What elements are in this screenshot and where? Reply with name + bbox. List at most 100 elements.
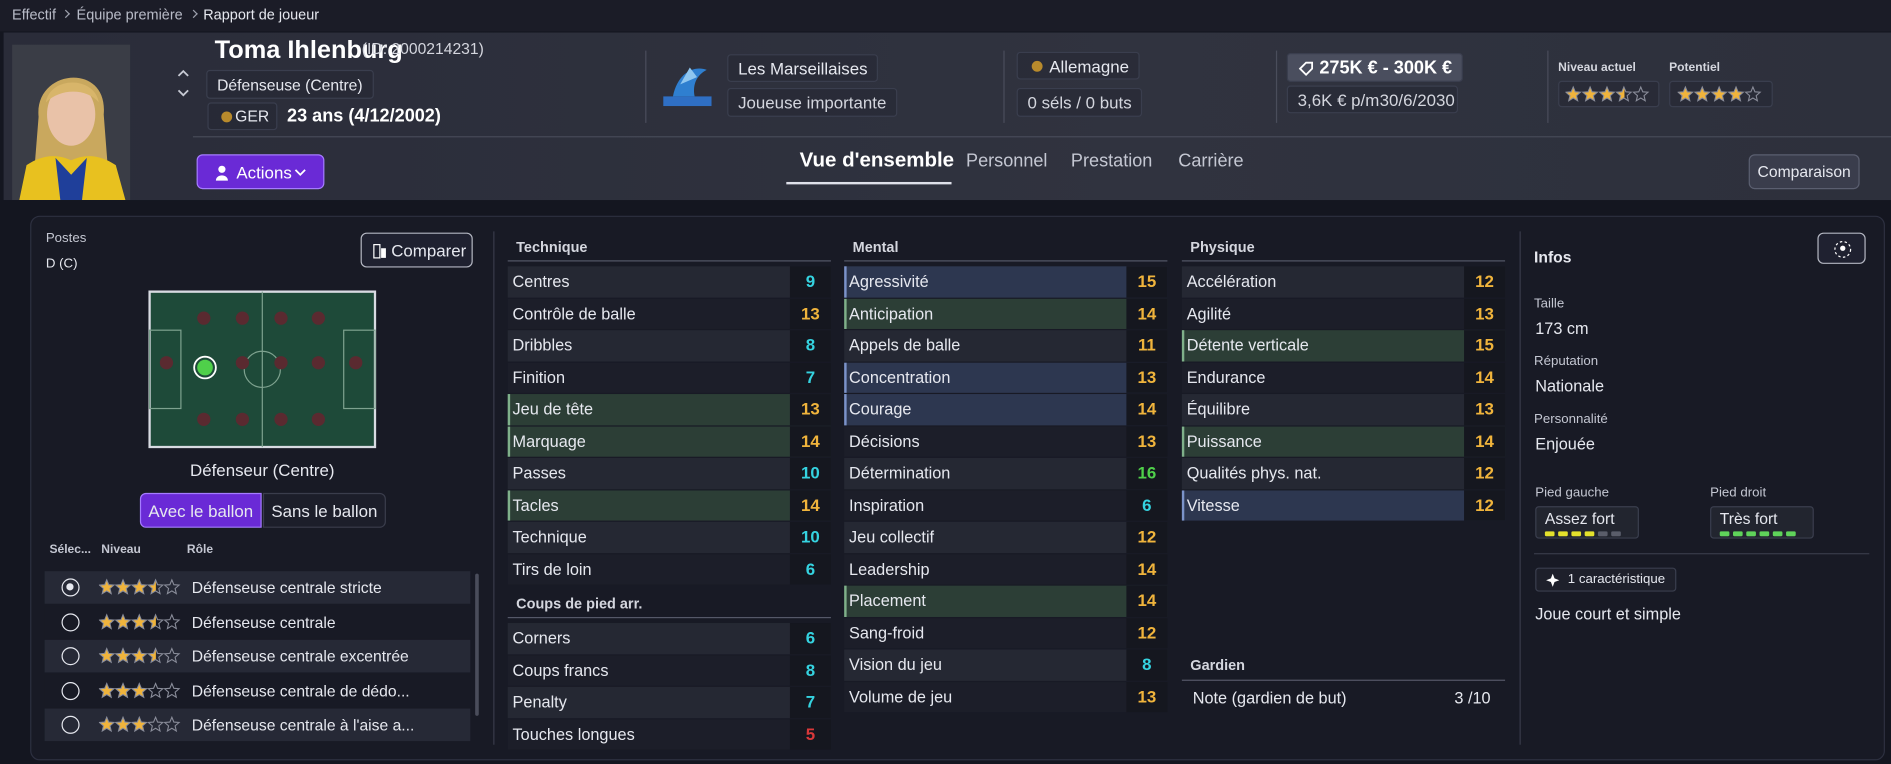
attribute-row: Vision du jeu 8: [844, 649, 1168, 681]
wage: 3,6K € p/m: [1297, 90, 1380, 110]
role-row[interactable]: Défenseuse centrale stricte: [44, 571, 471, 604]
attribute-name: Décisions: [849, 432, 920, 451]
ability-box: [1558, 80, 1660, 108]
star-rating: [98, 578, 181, 595]
divider: [645, 50, 647, 123]
attribute-name: Concentration: [849, 368, 951, 387]
attribute-name: Appels de balle: [849, 336, 961, 355]
player-name: Toma Ihlenburg: [214, 36, 403, 64]
tab[interactable]: Prestation: [1070, 150, 1153, 172]
tab[interactable]: Vue d'ensemble: [799, 148, 955, 172]
group-title: Mental: [852, 238, 899, 256]
attribute-name: Puissance: [1186, 432, 1262, 451]
breadcrumb-item[interactable]: Effectif: [12, 6, 57, 23]
foot-label: Pied gauche: [1535, 485, 1609, 501]
radio[interactable]: [61, 681, 80, 700]
divider: [1275, 50, 1278, 123]
attribute-value: 15: [1464, 330, 1506, 361]
caps-goals: 0 séls / 0 buts: [1016, 87, 1143, 117]
pitch: [148, 290, 377, 449]
attribute-row: Penalty 7: [507, 686, 831, 718]
radio[interactable]: [61, 578, 80, 597]
attribute-name: Agressivité: [849, 272, 929, 291]
attribute-value: 14: [1126, 585, 1168, 617]
foot-segment: [1719, 531, 1730, 537]
info-value: Enjouée: [1535, 435, 1595, 454]
top-bar: [0, 0, 1891, 32]
attribute-name: Contrôle de balle: [512, 304, 636, 323]
foot-segment: [1759, 531, 1770, 537]
divider: [493, 231, 495, 745]
foot-level: [1719, 531, 1807, 537]
star-rating: [98, 612, 181, 630]
attribute-name: Sang-froid: [849, 623, 925, 642]
attribute-name: Courage: [849, 400, 912, 419]
attribute-name: Placement: [849, 591, 926, 610]
group-title: Coups de pied arr.: [516, 595, 643, 613]
attribute-value: 13: [1126, 681, 1168, 713]
role-name: Défenseuse centrale à l'aise a...: [191, 715, 415, 734]
position-code: D (C): [45, 256, 78, 272]
attribute-value: 13: [789, 394, 831, 425]
toggle-button[interactable]: Sans le ballon: [262, 492, 386, 528]
role-row[interactable]: Défenseuse centrale de dédo...: [44, 674, 471, 707]
compare-button[interactable]: Comparer: [360, 232, 473, 268]
foot-segment: [1571, 531, 1582, 537]
attribute-value: 14: [1126, 394, 1168, 425]
attribute-value: 9: [789, 266, 831, 298]
player-position: Défenseuse (Centre): [206, 69, 374, 99]
role-name: Défenseuse centrale stricte: [191, 578, 382, 597]
toggle-button[interactable]: Avec le ballon: [139, 492, 262, 528]
foot-value: Très fort: [1719, 509, 1778, 528]
infos-title: Infos: [1534, 248, 1572, 267]
attribute-value: 10: [789, 457, 831, 489]
attribute-row: Concentration 13: [844, 362, 1168, 393]
attribute-row: Accélération 12: [1181, 266, 1506, 298]
group-title: Physique: [1190, 238, 1255, 256]
gk-rating: 3 /10: [1454, 689, 1491, 708]
club-logo: [663, 67, 712, 107]
attribute-name: Endurance: [1186, 368, 1266, 387]
radio[interactable]: [61, 612, 80, 631]
radio[interactable]: [61, 715, 80, 734]
foot-level: [1544, 531, 1632, 537]
role-row[interactable]: Défenseuse centrale à l'aise a...: [44, 708, 471, 742]
attribute-row: Leadership 14: [844, 553, 1168, 585]
attribute-value: 13: [1464, 298, 1506, 329]
radio[interactable]: [61, 647, 80, 666]
star-rating: [1677, 85, 1762, 102]
infos-button[interactable]: [1817, 232, 1866, 264]
attribute-row: Vitesse 12: [1181, 489, 1506, 521]
attribute-row: Agressivité 15: [844, 266, 1168, 298]
group-rule: [507, 260, 831, 262]
role-name: Défenseuse centrale excentrée: [191, 647, 409, 666]
attribute-name: Jeu de tête: [512, 400, 594, 419]
attribute-row: Dribbles 8: [507, 330, 831, 361]
attribute-row: Tacles 14: [507, 489, 831, 521]
role-row[interactable]: Défenseuse centrale excentrée: [44, 639, 471, 673]
profile-icon: [1834, 241, 1852, 258]
tab[interactable]: Carrière: [1178, 150, 1244, 172]
attribute-row: Puissance 14: [1181, 425, 1506, 457]
breadcrumb-item[interactable]: Équipe première: [76, 6, 183, 23]
header-rule: [192, 136, 1891, 138]
contract-end: 30/6/2030: [1379, 90, 1455, 110]
attribute-row: Touches longues 5: [507, 718, 831, 750]
attribute-name: Coups francs: [512, 660, 609, 680]
breadcrumb-item: Rapport de joueur: [203, 6, 320, 23]
attribute-row: Détente verticale 15: [1181, 330, 1506, 361]
attribute-row: Agilité 13: [1181, 298, 1506, 329]
radio-dot: [66, 583, 74, 591]
role-row[interactable]: Défenseuse centrale: [44, 605, 471, 639]
comparison-button[interactable]: Comparaison: [1748, 154, 1860, 190]
tab[interactable]: Personnel: [965, 150, 1048, 172]
attribute-row: Tirs de loin 6: [507, 553, 831, 585]
divider: [1003, 50, 1005, 123]
attribute-name: Équilibre: [1186, 400, 1251, 419]
attribute-name: Leadership: [849, 559, 930, 578]
actions-button[interactable]: Actions: [196, 154, 325, 190]
star-rating: [1565, 85, 1650, 102]
foot-segment: [1584, 531, 1595, 537]
country-icon: [1031, 60, 1043, 72]
